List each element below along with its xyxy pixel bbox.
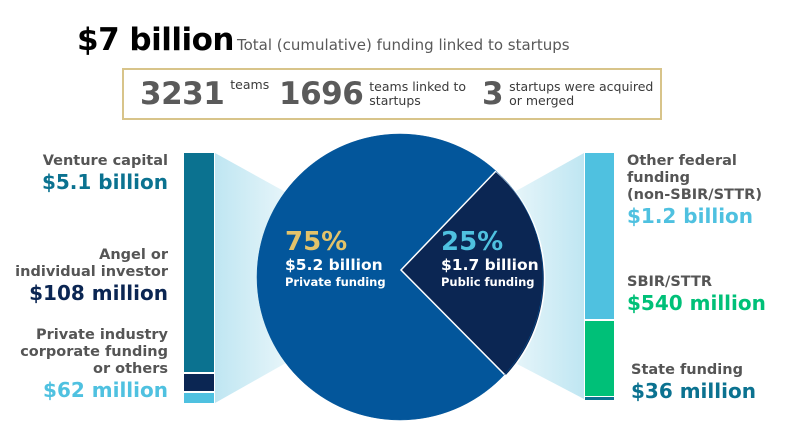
bar-state-funding	[585, 397, 614, 400]
total-amount: $7 billion	[77, 22, 235, 58]
private-amount: $5.2 billion	[285, 256, 383, 274]
left-item-venture-capital: Venture capital $5.1 billion	[42, 153, 168, 194]
bar-sbir-sttr	[585, 321, 614, 396]
pie-public-slice	[399, 169, 546, 378]
category-label: Private industry	[36, 327, 168, 343]
right-item-other-federal: Other federal funding (non-SBIR/STTR) $1…	[627, 153, 800, 228]
left-item-angel-investor: Angel or individual investor $108 millio…	[15, 247, 168, 305]
total-description: Total (cumulative) funding linked to sta…	[237, 36, 570, 54]
stats-box: 3231 teams 1696 teams linked to startups …	[122, 68, 662, 120]
category-label: Other federal funding	[627, 153, 737, 186]
category-value: $5.1 billion	[41, 170, 168, 194]
category-value: $540 million	[627, 291, 766, 315]
category-label: SBIR/STTR	[627, 274, 713, 290]
stat-teams-linked: 1696 teams linked to startups	[279, 70, 466, 118]
category-value: $62 million	[43, 378, 168, 402]
category-label: Angel or	[99, 247, 168, 263]
pie-label-private: 75% $5.2 billion Private funding	[285, 228, 386, 290]
category-label: corporate funding	[20, 344, 168, 360]
bar-private-industry	[184, 393, 214, 403]
public-percent: 25%	[441, 227, 504, 257]
category-label: or others	[93, 361, 168, 377]
private-label: Private funding	[285, 275, 386, 289]
stat-number: 1696	[279, 76, 364, 112]
stat-label: teams	[230, 77, 270, 92]
category-label: (non-SBIR/STTR)	[627, 187, 762, 203]
right-item-sbir-sttr: SBIR/STTR $540 million	[627, 274, 766, 315]
public-label: Public funding	[441, 275, 535, 289]
category-value: $108 million	[29, 281, 168, 305]
stat-number: 3	[482, 76, 504, 112]
stat-label: startups were acquired or merged	[509, 79, 654, 108]
left-item-private-industry: Private industry corporate funding or ot…	[20, 327, 168, 402]
category-label: State funding	[631, 362, 743, 378]
category-label: Venture capital	[42, 153, 168, 169]
category-label: individual investor	[15, 264, 168, 280]
stat-number: 3231	[140, 76, 225, 112]
bar-other-federal	[585, 153, 614, 319]
category-value: $1.2 billion	[627, 204, 754, 228]
bar-venture-capital	[184, 153, 214, 372]
pie-label-public: 25% $1.7 billion Public funding	[441, 228, 539, 290]
right-item-state-funding: State funding $36 million	[631, 362, 756, 403]
stat-teams: 3231 teams	[140, 70, 269, 118]
stat-acquired: 3 startups were acquired or merged	[482, 70, 653, 118]
bar-angel-investor	[184, 374, 214, 391]
stat-label: teams linked to startups	[369, 79, 467, 108]
headline: $7 billion Total (cumulative) funding lin…	[77, 22, 570, 58]
category-value: $36 million	[631, 379, 756, 403]
public-amount: $1.7 billion	[441, 256, 539, 274]
private-percent: 75%	[285, 227, 348, 257]
